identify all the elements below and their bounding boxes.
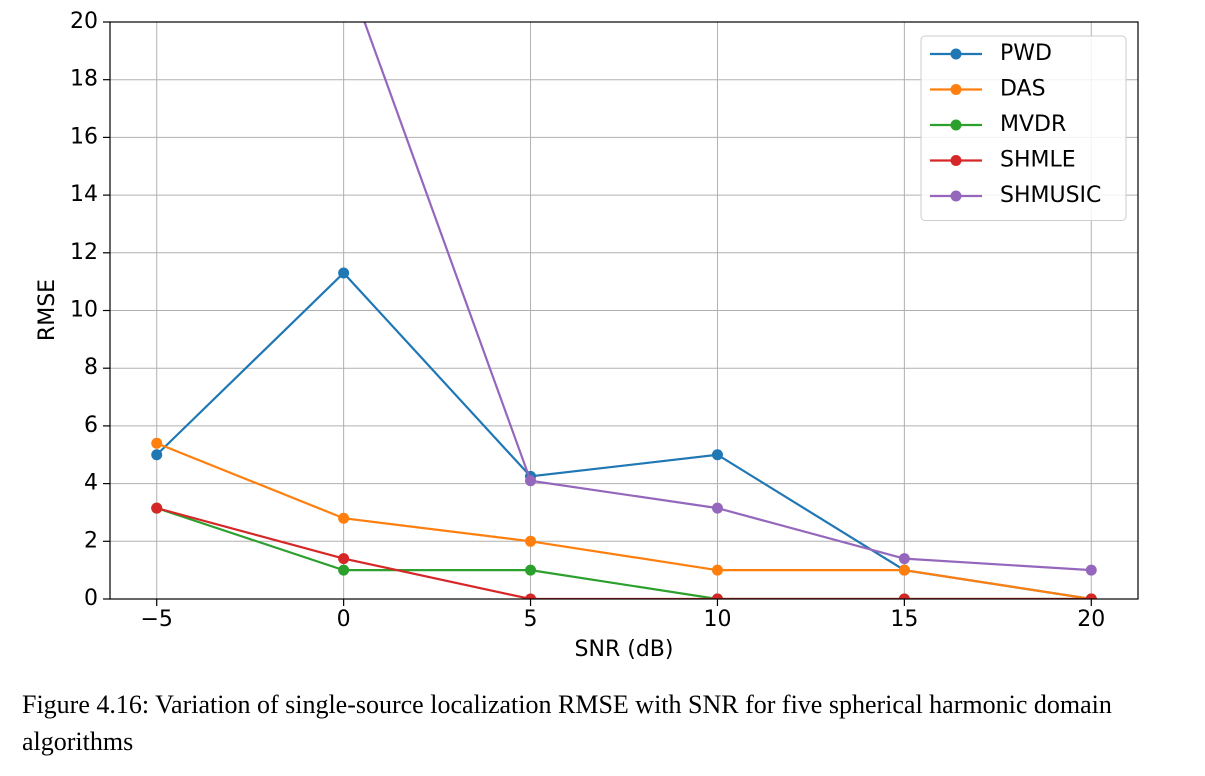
y-tick-label: 4 — [84, 471, 98, 496]
data-point — [338, 564, 350, 576]
data-point — [338, 553, 350, 565]
data-point — [525, 475, 537, 487]
x-tick-label: 0 — [337, 607, 351, 632]
legend: PWD DAS MVDR SHMLE SHMUSIC — [920, 35, 1127, 221]
data-point — [151, 437, 163, 449]
data-point — [338, 512, 350, 524]
legend-box — [920, 35, 1127, 221]
series-line — [155, 271, 1092, 599]
legend-marker — [950, 119, 962, 131]
data-point — [898, 564, 910, 576]
data-point — [711, 564, 723, 576]
y-axis-label: RMSE — [35, 279, 60, 341]
x-tick-label: 5 — [524, 607, 538, 632]
x-axis-label: SNR (dB) — [575, 637, 674, 662]
legend-marker — [950, 190, 962, 202]
legend-marker — [950, 155, 962, 166]
data-point — [898, 593, 910, 599]
legend-label: MVDR — [1000, 112, 1066, 137]
series-line — [156, 442, 1092, 599]
data-point — [1085, 564, 1097, 576]
legend-label: SHMUSIC — [1000, 183, 1101, 208]
legend-label: SHMLE — [1000, 148, 1076, 173]
legend-marker — [950, 84, 962, 95]
legend-label: DAS — [1000, 77, 1046, 102]
data-point — [1085, 593, 1097, 599]
chart: 0 2 4 6 8 10 12 14 16 18 20 −5 0 5 10 15 20 SNR (dB) RMS… — [35, 9, 1139, 662]
legend-marker — [950, 48, 962, 60]
x-tick-label: −5 — [141, 607, 173, 632]
series-line — [156, 507, 1092, 599]
y-tick-label: 6 — [84, 413, 98, 438]
data-point — [338, 267, 350, 279]
y-tick-label: 12 — [70, 240, 98, 265]
y-tick-label: 16 — [70, 124, 98, 149]
y-tick-label: 10 — [70, 298, 98, 323]
y-tick-label: 0 — [84, 586, 98, 611]
x-tick-label: 20 — [1077, 607, 1105, 632]
legend-label: PWD — [1000, 41, 1052, 66]
data-point — [525, 564, 537, 576]
data-point — [711, 502, 723, 514]
x-tick-label: 10 — [703, 607, 731, 632]
y-tick-label: 18 — [70, 67, 98, 92]
data-point — [711, 593, 723, 599]
axes: 0 2 4 6 8 10 12 14 16 18 20 −5 0 5 10 15 20 — [70, 9, 1105, 632]
plot-lines — [151, 22, 1097, 599]
y-tick-label: 14 — [70, 182, 98, 207]
y-tick-label: 20 — [70, 9, 98, 34]
data-point — [711, 449, 723, 461]
data-point — [525, 535, 537, 547]
data-point — [151, 449, 163, 461]
y-tick-label: 2 — [84, 528, 98, 553]
data-point — [151, 502, 163, 514]
y-tick-label: 8 — [84, 355, 98, 380]
data-point — [898, 553, 910, 565]
data-point — [525, 593, 537, 599]
x-tick-label: 15 — [890, 607, 918, 632]
series-line — [156, 507, 1092, 599]
figure-caption: Figure 4.16: Variation of single-source … — [22, 690, 1112, 756]
